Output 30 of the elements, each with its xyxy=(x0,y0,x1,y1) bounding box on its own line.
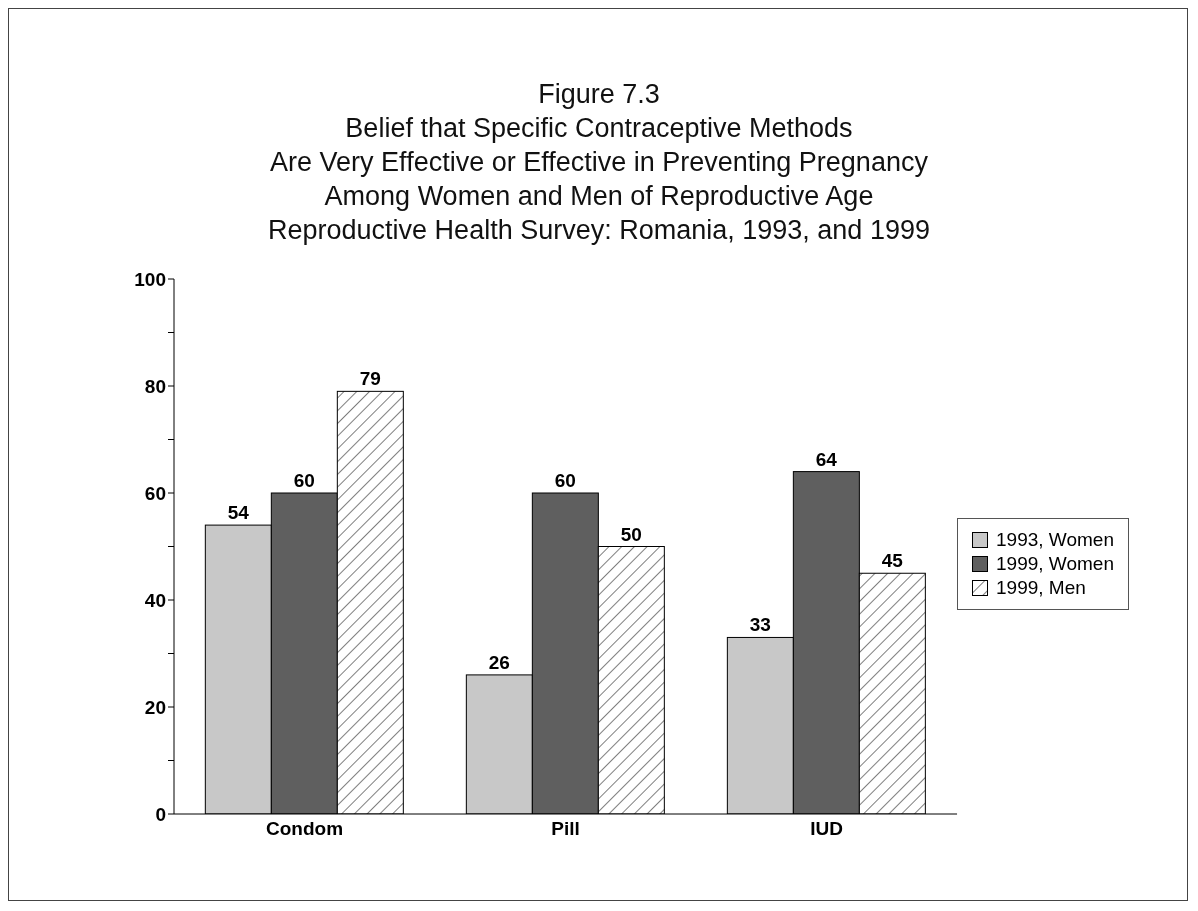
data-label: 26 xyxy=(488,651,510,673)
y-tick-label: 0 xyxy=(155,803,166,825)
legend-label: 1993, Women xyxy=(996,529,1114,551)
data-label: 64 xyxy=(815,448,838,470)
page-border: Figure 7.3 Belief that Specific Contraceptive Methods Are Very Effective or Effective in Preventing Pregnancy Among Women and Men of Reproductive Age Reproductive Health Survey: Romania, 1993, and 1999 1993, Women 1999, Women 1999, Men Condom Pill IUD 0 20 40 60 80 100 54 26 33 60 60 64 79 50 45 xyxy=(8,8,1188,901)
y-tick-label: 60 xyxy=(144,482,166,504)
bar xyxy=(726,636,794,814)
bar xyxy=(531,492,599,814)
data-label: 45 xyxy=(881,550,904,572)
data-label: 50 xyxy=(620,523,642,545)
y-tick-label: 40 xyxy=(144,589,166,611)
legend-label: 1999, Women xyxy=(996,553,1114,575)
y-tick-label: 80 xyxy=(144,375,166,397)
x-tick-label: Condom xyxy=(265,818,344,840)
data-label: 33 xyxy=(749,614,771,636)
y-tick-label: 100 xyxy=(134,268,166,290)
data-label: 60 xyxy=(293,470,315,491)
chart-subtitle: Belief that Specific Contraceptive Methods Are Very Effective or Effective in Preventing Pregnancy Among Women and Men of Reproductive Age Reproductive Health Survey: Romania, 1993, and 1999 xyxy=(267,112,931,247)
bar xyxy=(270,492,338,814)
y-tick-label: 20 xyxy=(144,696,166,718)
x-tick-label: IUD xyxy=(810,818,843,840)
bar xyxy=(792,471,860,814)
bar xyxy=(465,674,533,814)
bar xyxy=(204,524,272,814)
x-tick-label: Pill xyxy=(551,818,580,840)
data-label: 60 xyxy=(554,470,576,491)
data-label: 79 xyxy=(359,368,381,390)
chart-title: Figure 7.3 xyxy=(537,78,661,111)
legend-label: 1999, Men xyxy=(996,577,1086,599)
data-label: 54 xyxy=(227,502,250,524)
